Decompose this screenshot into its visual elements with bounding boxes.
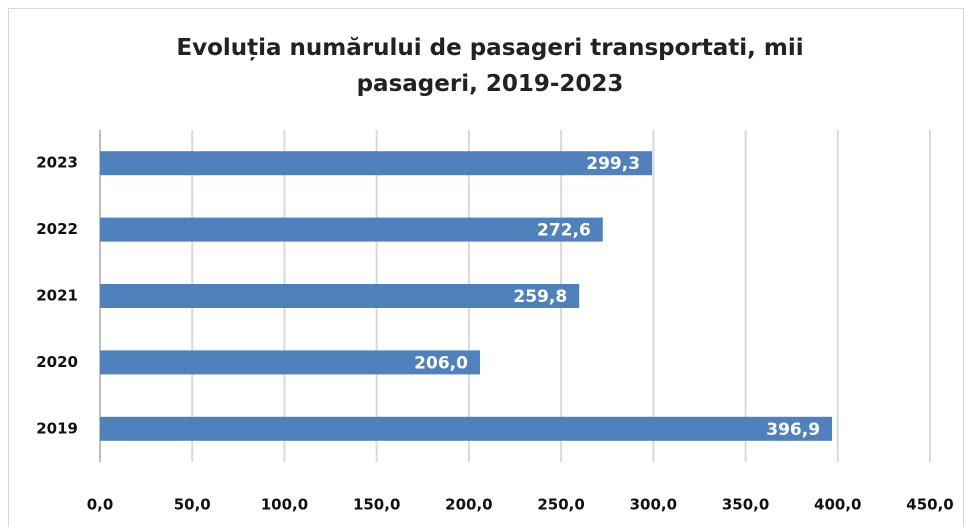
value-label: 299,3: [586, 154, 640, 174]
x-tick-label: 0,0: [87, 496, 114, 514]
x-tick-label: 450,0: [906, 496, 953, 514]
value-label: 272,6: [537, 221, 591, 241]
x-tick-label: 400,0: [814, 496, 861, 514]
value-label: 396,9: [766, 420, 820, 440]
x-tick-label: 250,0: [537, 496, 584, 514]
x-tick-label: 200,0: [445, 496, 492, 514]
y-tick-label: 2020: [36, 353, 78, 371]
y-tick-label: 2019: [36, 419, 78, 437]
bar: [100, 217, 603, 242]
y-tick-label: 2021: [36, 287, 78, 305]
chart-title: Evoluția numărului de pasageri transport…: [176, 35, 804, 97]
bar: [100, 416, 833, 441]
x-tick-label: 100,0: [261, 496, 308, 514]
bar: [100, 350, 480, 375]
bar: [100, 284, 580, 308]
chart-frame: [8, 8, 964, 527]
x-tick-label: 150,0: [353, 496, 400, 514]
bar: [100, 151, 653, 176]
x-tick-label: 350,0: [722, 496, 769, 514]
value-label: 259,8: [513, 287, 567, 307]
value-label: 206,0: [414, 353, 468, 373]
y-tick-label: 2022: [36, 220, 78, 238]
y-tick-label: 2023: [36, 154, 78, 172]
x-tick-label: 300,0: [630, 496, 677, 514]
x-tick-label: 50,0: [174, 496, 211, 514]
